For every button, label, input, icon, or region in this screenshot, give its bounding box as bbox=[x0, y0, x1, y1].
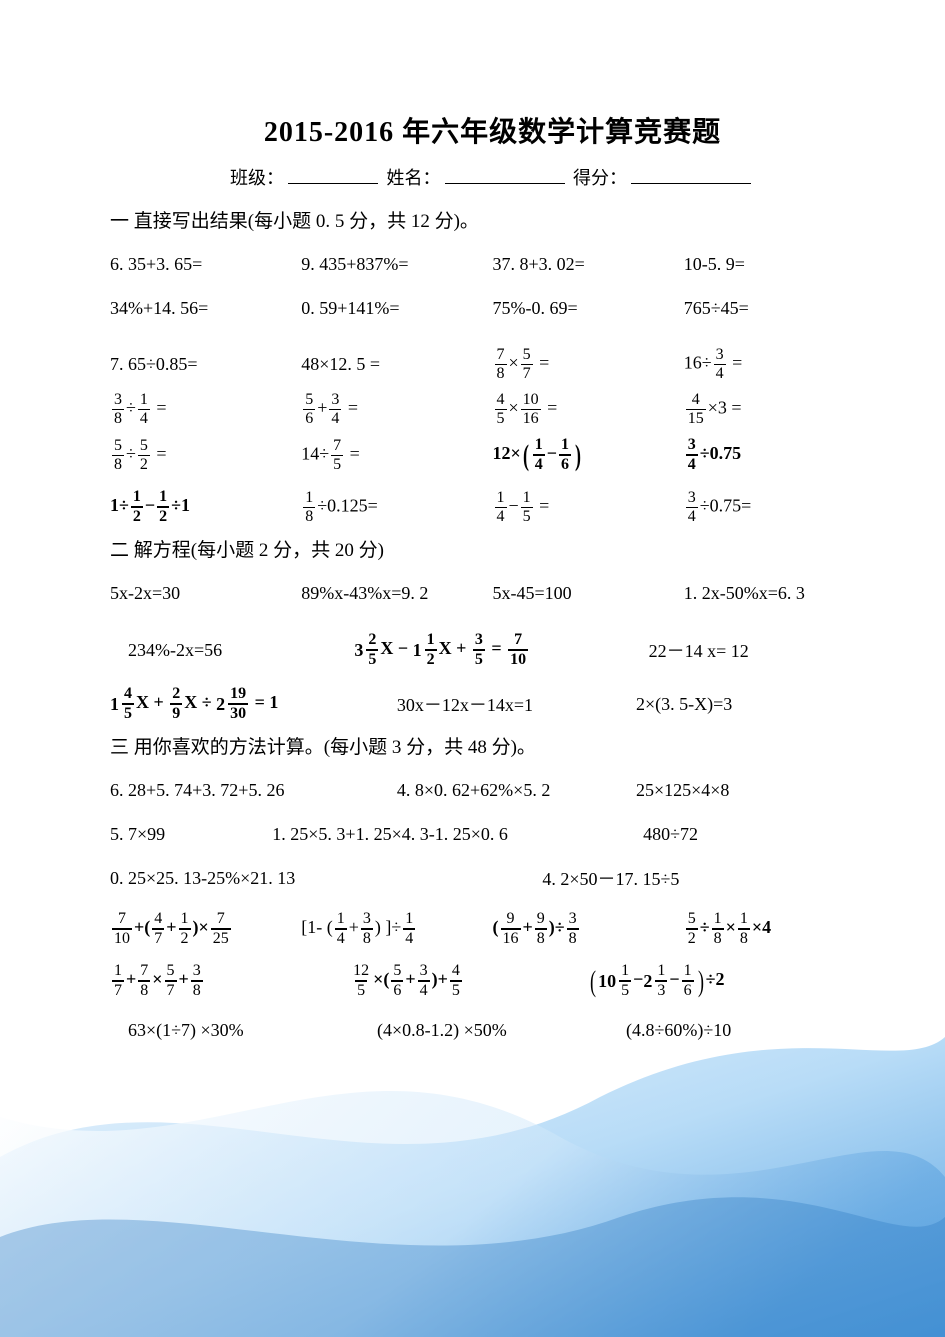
q: 325X − 112X + 35 = 710 bbox=[354, 632, 648, 668]
q: 480÷72 bbox=[643, 824, 875, 845]
q: 78×57 = bbox=[493, 347, 684, 382]
q: 37. 8+3. 02= bbox=[493, 254, 684, 275]
q: 89%x-43%x=9. 2 bbox=[301, 583, 492, 604]
score-label: 得分： bbox=[573, 168, 627, 188]
q: 56+34 = bbox=[301, 392, 492, 427]
q: 14÷75 = bbox=[301, 438, 492, 473]
q: 45×1016 = bbox=[493, 392, 684, 427]
q: 1. 2x-50%x=6. 3 bbox=[684, 583, 875, 604]
q: 34÷0.75= bbox=[684, 490, 875, 525]
q3-row6: 63×(1÷7) ×30% (4×0.8-1.2) ×50% (4.8÷60%)… bbox=[110, 1013, 875, 1047]
q: 6. 35+3. 65= bbox=[110, 254, 301, 275]
q: 75%-0. 69= bbox=[493, 298, 684, 319]
q: 14−15 = bbox=[493, 490, 684, 525]
q: 30x－12x－14x=1 bbox=[397, 691, 636, 717]
q: 63×(1÷7) ×30% bbox=[110, 1020, 377, 1041]
q: 1. 25×5. 3+1. 25×4. 3-1. 25×0. 6 bbox=[272, 824, 643, 845]
q: 52÷18×18×4 bbox=[684, 911, 875, 947]
q: 34÷0.75 bbox=[684, 437, 875, 473]
q: 4. 8×0. 62+62%×5. 2 bbox=[397, 780, 636, 801]
q: 0. 59+141%= bbox=[301, 298, 492, 319]
worksheet-content: 2015-2016 年六年级数学计算竞赛题 班级： 姓名： 得分： 一 直接写出… bbox=[0, 0, 945, 1097]
q3-row4: 710+(47+12)×725 [1- (14+38) ]÷14 (916+98… bbox=[110, 911, 875, 947]
class-blank bbox=[288, 166, 378, 184]
q: 5x-2x=30 bbox=[110, 583, 301, 604]
section-2-heading: 二 解方程(每小题 2 分，共 20 分) bbox=[110, 535, 875, 562]
page-title: 2015-2016 年六年级数学计算竞赛题 bbox=[110, 110, 875, 150]
q: 5x-45=100 bbox=[493, 583, 684, 604]
q: 234%-2x=56 bbox=[110, 640, 354, 661]
q: 18÷0.125= bbox=[301, 490, 492, 525]
q: 710+(47+12)×725 bbox=[110, 911, 301, 947]
q: (916+98)÷38 bbox=[493, 911, 684, 947]
q1-row5: 58÷52 = 14÷75 = 12×(14−16) 34÷0.75 bbox=[110, 437, 875, 473]
q1-row1: 6. 35+3. 65= 9. 435+837%= 37. 8+3. 02= 1… bbox=[110, 247, 875, 281]
q3-row1: 6. 28+5. 74+3. 72+5. 26 4. 8×0. 62+62%×5… bbox=[110, 773, 875, 807]
q1-row6: 1÷12−12÷1 18÷0.125= 14−15 = 34÷0.75= bbox=[110, 489, 875, 525]
q: 16÷34 = bbox=[684, 347, 875, 382]
q: 2×(3. 5-X)=3 bbox=[636, 694, 875, 715]
score-blank bbox=[631, 166, 751, 184]
q: 4. 2×50－17. 15÷5 bbox=[542, 865, 875, 891]
header-fill-line: 班级： 姓名： 得分： bbox=[110, 164, 875, 190]
q: 22－14 x= 12 bbox=[649, 637, 875, 663]
q: 0. 25×25. 13-25%×21. 13 bbox=[110, 868, 542, 889]
q: 12×(14−16) bbox=[493, 437, 684, 473]
q: 38÷14 = bbox=[110, 392, 301, 427]
q3-row5: 17+78×57+38 125×(56+34)+45 (1015−213−16)… bbox=[110, 963, 875, 999]
q: 765÷45= bbox=[684, 298, 875, 319]
class-label: 班级： bbox=[230, 168, 284, 188]
q3-row3: 0. 25×25. 13-25%×21. 13 4. 2×50－17. 15÷5 bbox=[110, 861, 875, 895]
q: (4×0.8-1.2) ×50% bbox=[377, 1020, 626, 1041]
q: 34%+14. 56= bbox=[110, 298, 301, 319]
q: 5. 7×99 bbox=[110, 824, 272, 845]
section-1-heading: 一 直接写出结果(每小题 0. 5 分，共 12 分)。 bbox=[110, 206, 875, 233]
q: 415×3 = bbox=[684, 392, 875, 427]
q: (4.8÷60%)÷10 bbox=[626, 1020, 875, 1041]
q: [1- (14+38) ]÷14 bbox=[301, 911, 492, 947]
q: 17+78×57+38 bbox=[110, 963, 349, 999]
q2-row3: 145X + 29X ÷ 21930 = 1 30x－12x－14x=1 2×(… bbox=[110, 686, 875, 722]
q2-row2: 234%-2x=56 325X − 112X + 35 = 710 22－14 … bbox=[110, 632, 875, 668]
q: 7. 65÷0.85= bbox=[110, 354, 301, 375]
q1-row2: 34%+14. 56= 0. 59+141%= 75%-0. 69= 765÷4… bbox=[110, 291, 875, 325]
q: 9. 435+837%= bbox=[301, 254, 492, 275]
name-blank bbox=[445, 166, 565, 184]
q: 1÷12−12÷1 bbox=[110, 489, 301, 525]
q1-row4: 38÷14 = 56+34 = 45×1016 = 415×3 = bbox=[110, 392, 875, 427]
q: 125×(56+34)+45 bbox=[349, 963, 588, 999]
q: 48×12. 5 = bbox=[301, 354, 492, 375]
q: 10-5. 9= bbox=[684, 254, 875, 275]
q: 25×125×4×8 bbox=[636, 780, 875, 801]
q: 58÷52 = bbox=[110, 438, 301, 473]
section-3-heading: 三 用你喜欢的方法计算。(每小题 3 分，共 48 分)。 bbox=[110, 732, 875, 759]
q: 145X + 29X ÷ 21930 = 1 bbox=[110, 686, 397, 722]
q1-row3: 7. 65÷0.85= 48×12. 5 = 78×57 = 16÷34 = bbox=[110, 347, 875, 382]
q2-row1: 5x-2x=30 89%x-43%x=9. 2 5x-45=100 1. 2x-… bbox=[110, 576, 875, 610]
q: 6. 28+5. 74+3. 72+5. 26 bbox=[110, 780, 397, 801]
name-label: 姓名： bbox=[387, 168, 441, 188]
q3-row2: 5. 7×99 1. 25×5. 3+1. 25×4. 3-1. 25×0. 6… bbox=[110, 817, 875, 851]
q: (1015−213−16)÷2 bbox=[588, 963, 875, 999]
